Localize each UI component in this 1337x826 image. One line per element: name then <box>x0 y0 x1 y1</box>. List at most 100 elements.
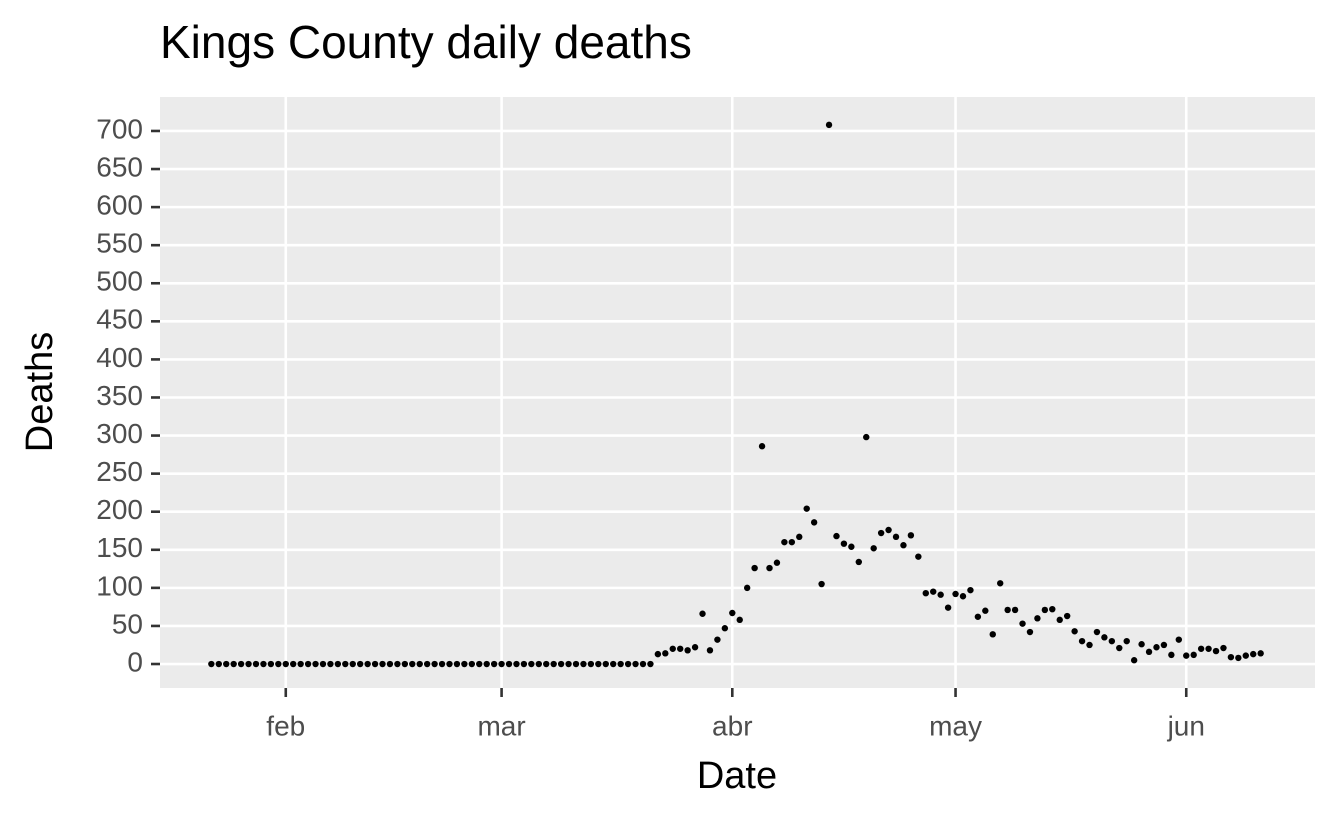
point <box>1175 636 1183 643</box>
point <box>535 660 542 668</box>
point <box>297 660 304 668</box>
point <box>476 660 483 668</box>
point <box>1250 650 1257 658</box>
point <box>691 644 699 651</box>
point <box>855 558 863 566</box>
point <box>997 580 1004 587</box>
point <box>766 564 773 572</box>
y-tick-label: 350 <box>96 380 143 411</box>
point <box>327 660 334 668</box>
point <box>662 650 669 657</box>
point <box>885 526 892 534</box>
point <box>312 660 319 668</box>
point <box>781 538 788 546</box>
point <box>416 660 423 668</box>
x-tick-label: jun <box>1167 710 1205 741</box>
y-tick-label: 50 <box>112 608 143 639</box>
point <box>892 533 900 541</box>
point <box>803 505 810 512</box>
point <box>796 533 803 541</box>
point <box>639 660 647 668</box>
point <box>714 636 721 643</box>
point <box>520 660 528 668</box>
point <box>446 660 453 668</box>
point <box>1101 634 1108 641</box>
point <box>438 660 446 668</box>
point <box>334 660 342 668</box>
point <box>1197 645 1205 652</box>
point <box>1153 644 1160 651</box>
point <box>959 593 967 600</box>
point <box>572 660 580 668</box>
point <box>1190 651 1197 659</box>
point <box>1138 641 1145 648</box>
point <box>699 610 706 617</box>
point <box>1071 628 1078 635</box>
point <box>617 660 624 668</box>
point <box>1220 644 1227 652</box>
point <box>245 660 252 668</box>
y-tick-label: 650 <box>96 151 143 182</box>
point <box>1034 615 1041 622</box>
y-tick-label: 300 <box>96 418 143 449</box>
point <box>260 660 267 668</box>
point <box>788 538 796 546</box>
y-tick-label: 150 <box>96 532 143 563</box>
panel <box>160 97 1315 688</box>
point <box>364 660 371 668</box>
y-tick-label: 250 <box>96 456 143 487</box>
point <box>1011 606 1019 614</box>
point <box>1212 647 1220 655</box>
point <box>595 660 602 668</box>
point <box>610 660 617 668</box>
point <box>1019 620 1026 627</box>
y-tick-label: 450 <box>96 304 143 335</box>
point <box>371 660 379 668</box>
point <box>1235 654 1242 662</box>
point <box>602 660 609 668</box>
point <box>758 443 766 450</box>
x-tick-label: feb <box>266 710 305 741</box>
point <box>1130 657 1138 664</box>
point <box>736 616 743 624</box>
point <box>401 660 409 668</box>
point <box>394 660 401 668</box>
point <box>423 660 431 668</box>
point <box>1078 637 1086 645</box>
y-axis-title: Deaths <box>19 332 61 452</box>
point <box>386 660 394 668</box>
point <box>356 660 364 668</box>
point <box>565 660 572 668</box>
point <box>974 613 982 620</box>
point <box>498 660 505 668</box>
point <box>982 607 989 614</box>
point <box>1205 645 1212 652</box>
point <box>684 647 691 654</box>
point <box>1093 628 1101 636</box>
point <box>513 660 520 668</box>
point <box>669 645 676 652</box>
point <box>267 660 275 668</box>
point <box>922 589 929 597</box>
point <box>282 660 289 668</box>
point <box>825 121 833 129</box>
point <box>1004 606 1011 614</box>
point <box>654 650 662 658</box>
point <box>528 660 535 668</box>
point <box>840 540 848 547</box>
point <box>930 588 937 595</box>
point <box>1123 637 1130 645</box>
point <box>1168 651 1175 659</box>
point <box>1026 628 1034 636</box>
point <box>706 647 714 654</box>
point <box>1056 616 1063 624</box>
chart-title: Kings County daily deaths <box>160 16 692 68</box>
point <box>952 590 959 598</box>
point <box>319 660 327 668</box>
point <box>818 580 825 588</box>
point <box>944 604 952 611</box>
point <box>915 553 922 560</box>
point <box>848 543 855 550</box>
